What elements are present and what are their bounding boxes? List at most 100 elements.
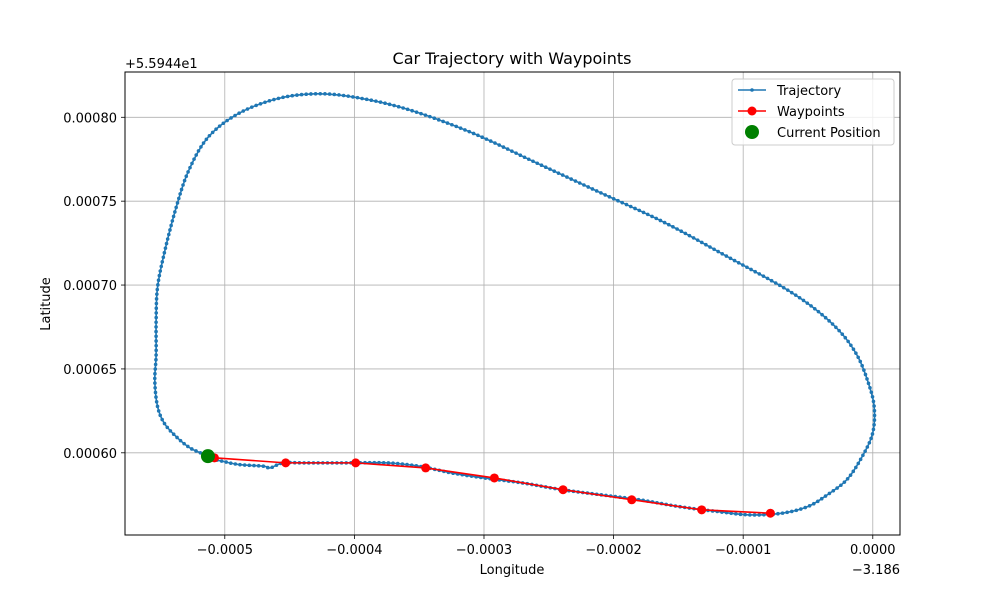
trajectory-point bbox=[186, 170, 190, 174]
trajectory-point bbox=[729, 511, 733, 516]
trajectory-point bbox=[732, 258, 737, 263]
trajectory-point bbox=[224, 460, 228, 464]
trajectory-point bbox=[862, 368, 866, 372]
trajectory-point bbox=[785, 288, 790, 292]
trajectory-point bbox=[757, 513, 761, 517]
trajectory-point bbox=[182, 178, 187, 183]
waypoint-marker bbox=[421, 463, 431, 473]
trajectory-point bbox=[463, 128, 467, 132]
chart-title: Car Trajectory with Waypoints bbox=[393, 49, 632, 68]
trajectory-point bbox=[290, 93, 295, 98]
trajectory-point bbox=[743, 512, 747, 517]
trajectory-point bbox=[374, 99, 378, 103]
trajectory-point bbox=[225, 118, 229, 123]
trajectory-point bbox=[162, 421, 167, 426]
trajectory-point bbox=[377, 460, 381, 465]
trajectory-point bbox=[522, 155, 527, 160]
legend-waypoints-label: Waypoints bbox=[777, 105, 845, 120]
trajectory-point bbox=[254, 103, 258, 108]
trajectory-point bbox=[153, 385, 157, 390]
trajectory-point bbox=[155, 292, 159, 296]
trajectory-point bbox=[199, 145, 203, 149]
trajectory-point bbox=[267, 99, 272, 103]
waypoint-marker bbox=[351, 458, 361, 468]
trajectory-point bbox=[699, 240, 704, 245]
trajectory-point bbox=[510, 149, 514, 153]
trajectory-point bbox=[716, 249, 720, 254]
trajectory-point bbox=[414, 110, 419, 114]
trajectory-point bbox=[560, 173, 565, 177]
waypoint-marker bbox=[765, 508, 775, 518]
trajectory-point bbox=[154, 306, 159, 311]
trajectory-point bbox=[178, 192, 182, 196]
trajectory-point bbox=[355, 95, 360, 100]
trajectory-point bbox=[299, 92, 304, 97]
trajectory-point bbox=[157, 273, 162, 278]
trajectory-point bbox=[450, 122, 454, 127]
trajectory-point bbox=[381, 460, 386, 465]
y-offset-text: +5.5944e1 bbox=[125, 57, 198, 72]
trajectory-point bbox=[493, 141, 497, 145]
trajectory-point bbox=[184, 174, 189, 179]
trajectory-point bbox=[872, 422, 876, 427]
trajectory-point bbox=[858, 359, 863, 364]
trajectory-point bbox=[870, 395, 875, 399]
trajectory-point bbox=[364, 97, 369, 102]
trajectory-point bbox=[295, 93, 299, 97]
trajectory-point bbox=[569, 177, 573, 181]
trajectory-point bbox=[556, 171, 561, 175]
trajectory-point bbox=[441, 119, 445, 124]
trajectory-point bbox=[405, 462, 409, 467]
trajectory-point bbox=[679, 229, 684, 234]
trajectory-point bbox=[401, 106, 405, 110]
trajectory-point bbox=[812, 306, 817, 311]
trajectory-point bbox=[245, 107, 250, 111]
trajectory-point bbox=[154, 329, 158, 334]
trajectory-point bbox=[181, 183, 185, 187]
y-tick-label: 0.00070 bbox=[63, 279, 117, 294]
trajectory-point bbox=[823, 315, 828, 320]
trajectory-point bbox=[323, 92, 327, 96]
trajectory-point bbox=[154, 315, 158, 320]
trajectory-point bbox=[170, 219, 175, 223]
trajectory-point bbox=[501, 145, 506, 149]
trajectory-point bbox=[785, 510, 789, 515]
trajectory-point bbox=[154, 325, 158, 329]
trajectory-point bbox=[518, 153, 523, 158]
trajectory-point bbox=[803, 505, 808, 510]
trajectory-point bbox=[839, 483, 843, 488]
trajectory-point bbox=[154, 311, 159, 315]
trajectory-point bbox=[628, 204, 633, 209]
trajectory-point bbox=[156, 278, 161, 283]
legend-waypoints-marker bbox=[747, 106, 757, 116]
trajectory-point bbox=[188, 165, 192, 170]
trajectory-point bbox=[757, 272, 762, 276]
trajectory-point bbox=[175, 201, 180, 205]
trajectory-point bbox=[169, 223, 173, 228]
trajectory-point bbox=[159, 264, 164, 269]
trajectory-point bbox=[851, 469, 856, 474]
trajectory-point bbox=[586, 185, 590, 189]
trajectory-point bbox=[387, 102, 392, 107]
trajectory-point bbox=[724, 254, 729, 258]
trajectory-point bbox=[154, 339, 158, 343]
trajectory-point bbox=[392, 103, 396, 108]
legend: Trajectory Waypoints Current Position bbox=[731, 78, 895, 146]
trajectory-point bbox=[221, 121, 226, 126]
trajectory-point bbox=[633, 206, 637, 211]
trajectory-point bbox=[840, 332, 845, 336]
trajectory-point bbox=[383, 101, 387, 106]
trajectory-point bbox=[156, 283, 160, 287]
trajectory-point bbox=[237, 111, 241, 115]
y-axis-label: Latitude bbox=[39, 277, 54, 331]
trajectory-point bbox=[285, 94, 290, 99]
trajectory-point bbox=[728, 256, 733, 261]
trajectory-point bbox=[565, 175, 569, 179]
trajectory-point bbox=[594, 189, 599, 193]
trajectory-point bbox=[872, 408, 877, 413]
trajectory-point bbox=[869, 436, 873, 441]
x-offset-text: −3.186 bbox=[852, 563, 900, 578]
trajectory-point bbox=[820, 312, 824, 317]
trajectory-point bbox=[712, 247, 716, 252]
trajectory-point bbox=[848, 473, 853, 477]
